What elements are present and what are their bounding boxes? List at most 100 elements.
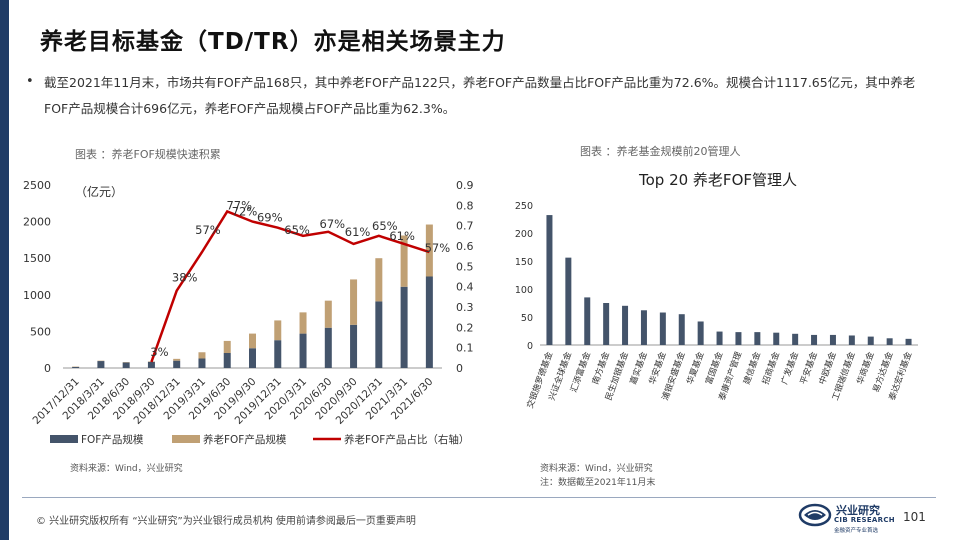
ratio-data-label: 72% (232, 205, 258, 219)
y2-tick-label: 0.9 (456, 179, 474, 192)
y2-tick-label: 0.3 (456, 301, 474, 314)
footer-disclaimer: © 兴业研究版权所有 “兴业研究”为兴业银行成员机构 使用前请参阅最后一页重要声… (36, 516, 416, 527)
bar-pension-fof-scale (249, 333, 256, 349)
left-chart-source: 资料来源：Wind，兴业研究 (70, 464, 183, 474)
bar-pension-fof-scale (350, 279, 358, 325)
ratio-data-label: 57% (195, 223, 221, 237)
ratio-data-label: 38% (172, 271, 198, 285)
y2-tick-label: 0.4 (456, 281, 474, 294)
manager-label: 交银施罗德基金 (525, 350, 556, 410)
y2-tick-label: 0.5 (456, 260, 474, 273)
unit-label: （亿元） (75, 184, 123, 199)
manager-bar (905, 338, 912, 345)
page-title: 养老目标基金（TD/TR）亦是相关场景主力 (40, 29, 506, 55)
y2-tick-label: 0.6 (456, 240, 474, 253)
manager-bar (603, 303, 610, 345)
ratio-data-label: 67% (320, 217, 346, 231)
y-tick-label: 0 (44, 362, 51, 375)
bar-fof-scale (173, 360, 181, 368)
y2-tick-label: 0.2 (456, 321, 474, 334)
manager-bar (546, 215, 553, 345)
bar-fof-scale (72, 366, 80, 368)
y2-tick-label: 0.1 (456, 342, 474, 355)
page-number: 101 (903, 510, 926, 524)
y-tick-label: 1500 (23, 252, 51, 265)
manager-bar (848, 335, 855, 345)
manager-bar (735, 332, 742, 345)
manager-label: 招商基金 (760, 350, 782, 386)
manager-bar (867, 336, 874, 345)
bar-fof-scale (198, 358, 206, 368)
ratio-data-label: 77% (226, 198, 252, 212)
manager-label: 南方基金 (590, 350, 612, 386)
manager-bar (829, 334, 836, 345)
y-tick-label: 1000 (23, 289, 51, 302)
bar-pension-fof-scale (400, 235, 408, 287)
ratio-data-label: 65% (372, 219, 398, 233)
top20-chart: Top 20 养老FOF管理人 050100150200250交银施罗德基金兴证… (515, 171, 918, 410)
y2-tick-label: 0.7 (456, 220, 474, 233)
right-chart-note: 注：数据截至2021年11月末 (540, 478, 656, 488)
bar-fof-scale (122, 362, 130, 368)
manager-bar (773, 332, 780, 345)
ratio-data-label: 69% (257, 211, 283, 225)
bar-fof-scale (147, 361, 155, 368)
manager-bar (678, 314, 685, 345)
bar-pension-fof-scale (223, 340, 231, 353)
y-tick-label: 500 (30, 325, 51, 338)
y-tick-label: 0 (527, 341, 533, 352)
legend-label-ratio: 养老FOF产品占比（右轴） (344, 433, 469, 446)
manager-label: 富国基金 (703, 350, 725, 386)
ratio-data-label: 61% (389, 229, 415, 243)
manager-bar (584, 297, 591, 345)
logo-text-en: CIB RESEARCH (834, 516, 895, 524)
ratio-data-label: 57% (425, 241, 451, 255)
y2-tick-label: 0.8 (456, 199, 474, 212)
manager-bar (754, 332, 761, 345)
manager-bar (622, 305, 629, 345)
manager-bar (697, 321, 704, 345)
y-tick-label: 50 (521, 313, 533, 324)
manager-label: 嘉实基金 (628, 350, 650, 386)
y-tick-label: 200 (515, 229, 533, 240)
logo-text-cn: 兴业研究 (836, 504, 880, 517)
bar-pension-fof-scale (274, 320, 282, 341)
legend-label-pension: 养老FOF产品规模 (203, 433, 287, 446)
pension-ratio-line (150, 209, 430, 363)
manager-label: 建信基金 (741, 350, 763, 386)
bar-fof-scale (375, 301, 383, 368)
manager-label: 广发基金 (779, 350, 801, 386)
ratio-data-label: 3% (150, 345, 168, 359)
ratio-data-label: 65% (284, 223, 310, 237)
y-tick-label: 100 (515, 285, 533, 296)
right-chart-title: Top 20 养老FOF管理人 (638, 171, 797, 189)
manager-bar (886, 338, 893, 345)
y-tick-label: 150 (515, 257, 533, 268)
manager-label: 华商基金 (855, 350, 877, 386)
bar-pension-fof-scale (299, 312, 307, 334)
y2-tick-label: 0 (456, 362, 463, 375)
manager-label: 华夏基金 (684, 350, 706, 386)
bar-pension-fof-scale (324, 300, 332, 328)
bar-fof-scale (274, 340, 282, 368)
bar-fof-scale (299, 333, 307, 368)
legend-label-fof: FOF产品规模 (81, 433, 144, 446)
manager-bar (659, 312, 666, 345)
y-tick-label: 250 (515, 201, 533, 212)
left-chart-caption: 图表 ：养老FOF规模快速积累 (75, 148, 221, 161)
bar-fof-scale (97, 361, 105, 368)
scale-chart: 0 500 1000 1500 2000 2500 0 0.1 0.2 0.3 0.4 0.5 0.6 0… (23, 179, 474, 446)
legend-swatch-fof (50, 435, 78, 443)
bar-fof-scale (350, 324, 358, 368)
logo-text-sub: 金融资产专业首选 (834, 528, 879, 534)
manager-bar (811, 334, 818, 345)
bar-fof-scale (425, 276, 433, 368)
right-chart-source: 资料来源：Wind，兴业研究 (540, 464, 653, 474)
manager-label: 中欧基金 (817, 350, 839, 386)
footer-divider (22, 497, 936, 498)
y-tick-label: 2500 (23, 179, 51, 192)
manager-label: 平安基金 (798, 350, 820, 386)
bar-fof-scale (324, 327, 332, 368)
manager-bar (640, 310, 647, 345)
bullet-text: 截至2021年11月末，市场共有FOF产品168只，其中养老FOF产品122只，… (44, 75, 916, 116)
